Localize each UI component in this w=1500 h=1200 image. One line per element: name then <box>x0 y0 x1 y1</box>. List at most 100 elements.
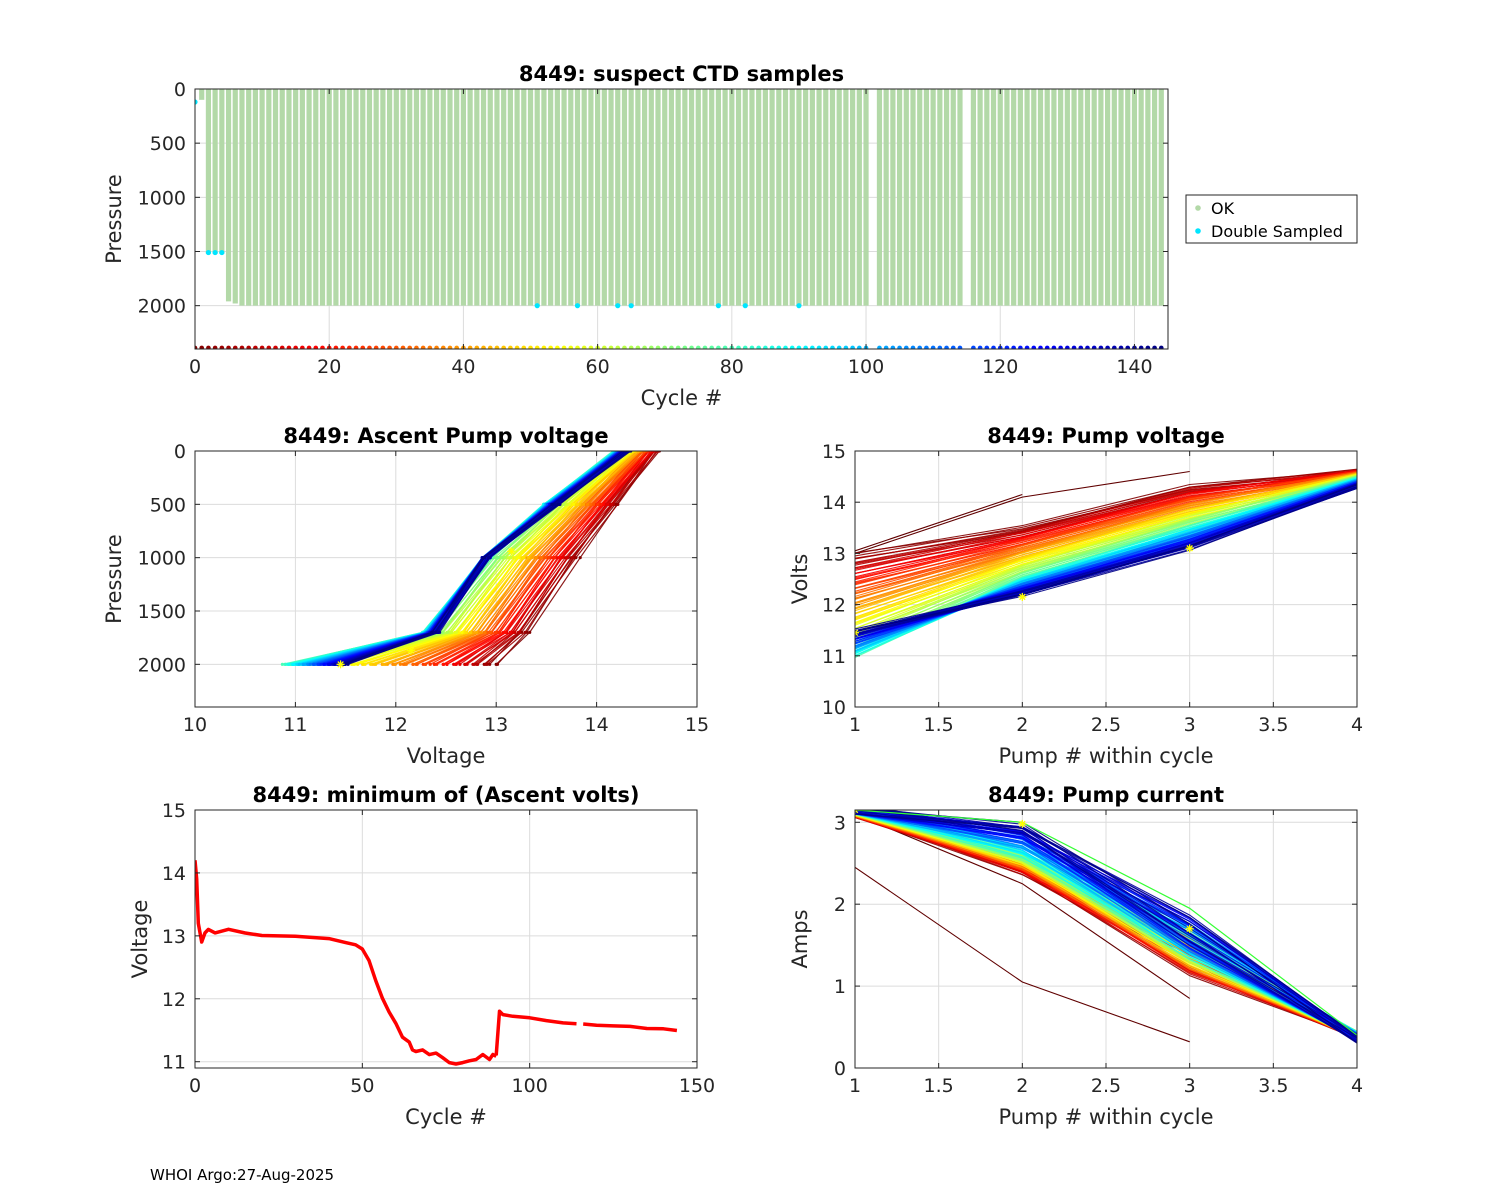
x-tick-label: 0 <box>189 1075 201 1097</box>
x-tick-label: 2 <box>1016 1075 1028 1097</box>
cycle-marker <box>722 345 728 349</box>
x-tick-label: 4 <box>1351 714 1363 736</box>
cycle-marker <box>1158 345 1164 349</box>
ascent-sample-point <box>562 502 566 506</box>
double-sampled-point <box>796 303 802 309</box>
cycle-marker <box>347 345 352 349</box>
cycle-marker <box>803 345 808 349</box>
min-voltage-line <box>583 1022 678 1033</box>
yellow-marker <box>1185 924 1194 933</box>
double-sampled-point <box>212 249 218 256</box>
cycle-marker <box>716 345 721 349</box>
cycle-marker <box>836 345 842 349</box>
ascent-sample-point <box>291 662 295 666</box>
ascent-sample-point <box>585 502 590 506</box>
cycle-marker <box>521 345 527 349</box>
y-axis-label: Volts <box>788 554 812 605</box>
x-axis-label: Pump # within cycle <box>999 744 1214 768</box>
legend: OK Double Sampled <box>1185 194 1358 244</box>
cycle-marker <box>300 345 305 349</box>
ascent-sample-point <box>319 662 323 666</box>
cycle-marker <box>857 345 862 349</box>
double-sampled-point <box>715 303 722 309</box>
ascent-sample-point <box>441 662 445 666</box>
axes-frame <box>194 88 1169 350</box>
ascent-sample-point <box>398 662 403 666</box>
cycle-marker <box>957 345 963 349</box>
cycle-marker <box>561 345 567 349</box>
cycle-marker <box>400 345 406 349</box>
legend-label: Double Sampled <box>1211 222 1343 241</box>
cycle-marker <box>568 345 574 349</box>
ascent-sample-point <box>526 556 531 560</box>
x-tick-label: 20 <box>317 356 341 378</box>
pump-voltage-line <box>855 484 1357 633</box>
ascent-sample-point <box>570 556 574 560</box>
ascent-sample-point <box>393 662 397 666</box>
cycle-marker <box>534 345 540 349</box>
cycle-marker <box>199 345 205 349</box>
chart-title: 8449: Ascent Pump voltage <box>283 424 608 448</box>
ascent-sample-point <box>322 662 326 666</box>
y-tick-label: 10 <box>822 697 846 719</box>
y-axis-label: Voltage <box>128 900 152 979</box>
x-tick-label: 120 <box>982 356 1018 378</box>
y-tick-label: 2000 <box>138 296 186 318</box>
cycle-marker <box>971 345 976 349</box>
ascent-sample-point <box>484 662 488 666</box>
ascent-sample-point <box>432 662 436 666</box>
ascent-sample-point <box>465 662 469 666</box>
cycle-marker <box>259 345 265 349</box>
ascent-sample-point <box>374 662 378 666</box>
chart-pumpv: 1 1.5 2 2.5 3 3.5 4 10 11 12 13 14 15 8449: Pump volt… <box>788 424 1363 768</box>
y-axis-label: Amps <box>788 909 812 968</box>
y-axis-label: Pressure <box>102 174 126 264</box>
cycle-marker <box>883 345 889 349</box>
yellow-marker <box>336 660 345 669</box>
cycle-marker <box>816 345 822 349</box>
pump-current-green-line <box>855 810 1357 1036</box>
y-tick-label: 11 <box>162 1052 186 1074</box>
cycle-marker <box>1038 345 1043 349</box>
cycle-marker <box>1078 345 1084 349</box>
ascent-sample-point <box>511 630 515 634</box>
x-tick-label: 1.5 <box>924 714 954 736</box>
ascent-sample-point <box>404 662 408 666</box>
ascent-sample-point <box>496 556 500 560</box>
axes-frame <box>194 809 698 1069</box>
ascent-sample-point <box>552 556 557 560</box>
cycle-marker <box>394 345 399 349</box>
ascent-sample-point <box>423 662 428 666</box>
ascent-sample-point <box>517 630 522 634</box>
y-tick-label: 0 <box>834 1058 846 1080</box>
pump-voltage-line <box>855 486 1357 632</box>
ascent-sample-point <box>497 630 501 634</box>
cycle-marker <box>548 345 553 349</box>
cycle-marker <box>1018 345 1023 349</box>
cycle-marker <box>1085 345 1090 349</box>
cycle-marker <box>454 345 460 349</box>
pump-voltage-line <box>855 469 1357 563</box>
ascent-sample-point <box>487 556 491 560</box>
x-tick-label: 100 <box>848 356 884 378</box>
cycle-marker <box>1125 345 1131 349</box>
ascent-sample-point <box>609 502 613 506</box>
cycle-marker <box>924 345 929 349</box>
cycle-marker <box>1011 345 1016 349</box>
footer-timestamp: WHOI Argo:27-Aug-2025 <box>150 1166 335 1184</box>
ascent-sample-point <box>601 502 606 506</box>
ascent-sample-point <box>509 556 513 560</box>
x-tick-label: 0 <box>189 356 201 378</box>
cycle-marker <box>340 345 345 349</box>
min-voltage-line <box>195 860 498 1066</box>
ascent-sample-point <box>508 630 513 634</box>
cycle-marker <box>984 345 990 349</box>
cycle-marker <box>575 345 580 349</box>
plot-marks <box>280 451 661 669</box>
ascent-sample-point <box>503 556 507 560</box>
cycle-marker <box>615 345 621 349</box>
ascent-sample-point <box>471 662 475 666</box>
plot-marks <box>855 468 1357 658</box>
ascent-sample-point <box>528 630 532 634</box>
plot-marks <box>855 810 1357 1044</box>
